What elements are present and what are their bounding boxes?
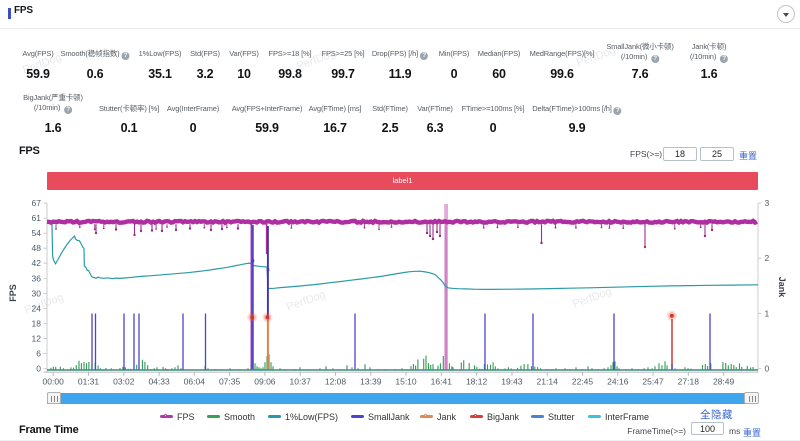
- svg-text:03:02: 03:02: [113, 377, 135, 387]
- svg-text:01:31: 01:31: [78, 377, 100, 387]
- svg-text:Jank: Jank: [777, 277, 787, 299]
- svg-text:0: 0: [36, 364, 41, 374]
- svg-text:12:08: 12:08: [325, 377, 347, 387]
- svg-text:27:18: 27:18: [678, 377, 700, 387]
- svg-text:24:16: 24:16: [607, 377, 629, 387]
- svg-text:07:35: 07:35: [219, 377, 241, 387]
- svg-text:22:45: 22:45: [572, 377, 594, 387]
- svg-text:24: 24: [32, 303, 42, 313]
- svg-text:28:49: 28:49: [713, 377, 735, 387]
- svg-text:21:14: 21:14: [537, 377, 559, 387]
- svg-text:6: 6: [36, 349, 41, 359]
- svg-text:0: 0: [765, 364, 770, 374]
- svg-text:48: 48: [32, 243, 42, 253]
- svg-text:04:33: 04:33: [148, 377, 170, 387]
- svg-text:00:00: 00:00: [43, 377, 65, 387]
- svg-text:18: 18: [32, 319, 42, 329]
- svg-text:36: 36: [32, 273, 42, 283]
- svg-text:67: 67: [32, 198, 42, 208]
- svg-text:54: 54: [32, 228, 42, 238]
- svg-text:30: 30: [32, 288, 42, 298]
- svg-text:19:43: 19:43: [501, 377, 523, 387]
- svg-text:18:12: 18:12: [466, 377, 488, 387]
- svg-text:13:39: 13:39: [360, 377, 382, 387]
- svg-text:3: 3: [765, 198, 770, 208]
- svg-text:FPS: FPS: [8, 284, 18, 302]
- svg-text:1: 1: [765, 308, 770, 318]
- svg-text:2: 2: [765, 253, 770, 263]
- svg-text:42: 42: [32, 258, 42, 268]
- svg-text:12: 12: [32, 334, 42, 344]
- svg-text:16:41: 16:41: [431, 377, 453, 387]
- svg-text:10:37: 10:37: [290, 377, 312, 387]
- svg-text:15:10: 15:10: [395, 377, 417, 387]
- svg-text:09:06: 09:06: [254, 377, 276, 387]
- svg-text:25:47: 25:47: [642, 377, 664, 387]
- svg-text:06:04: 06:04: [184, 377, 206, 387]
- svg-text:61: 61: [32, 213, 42, 223]
